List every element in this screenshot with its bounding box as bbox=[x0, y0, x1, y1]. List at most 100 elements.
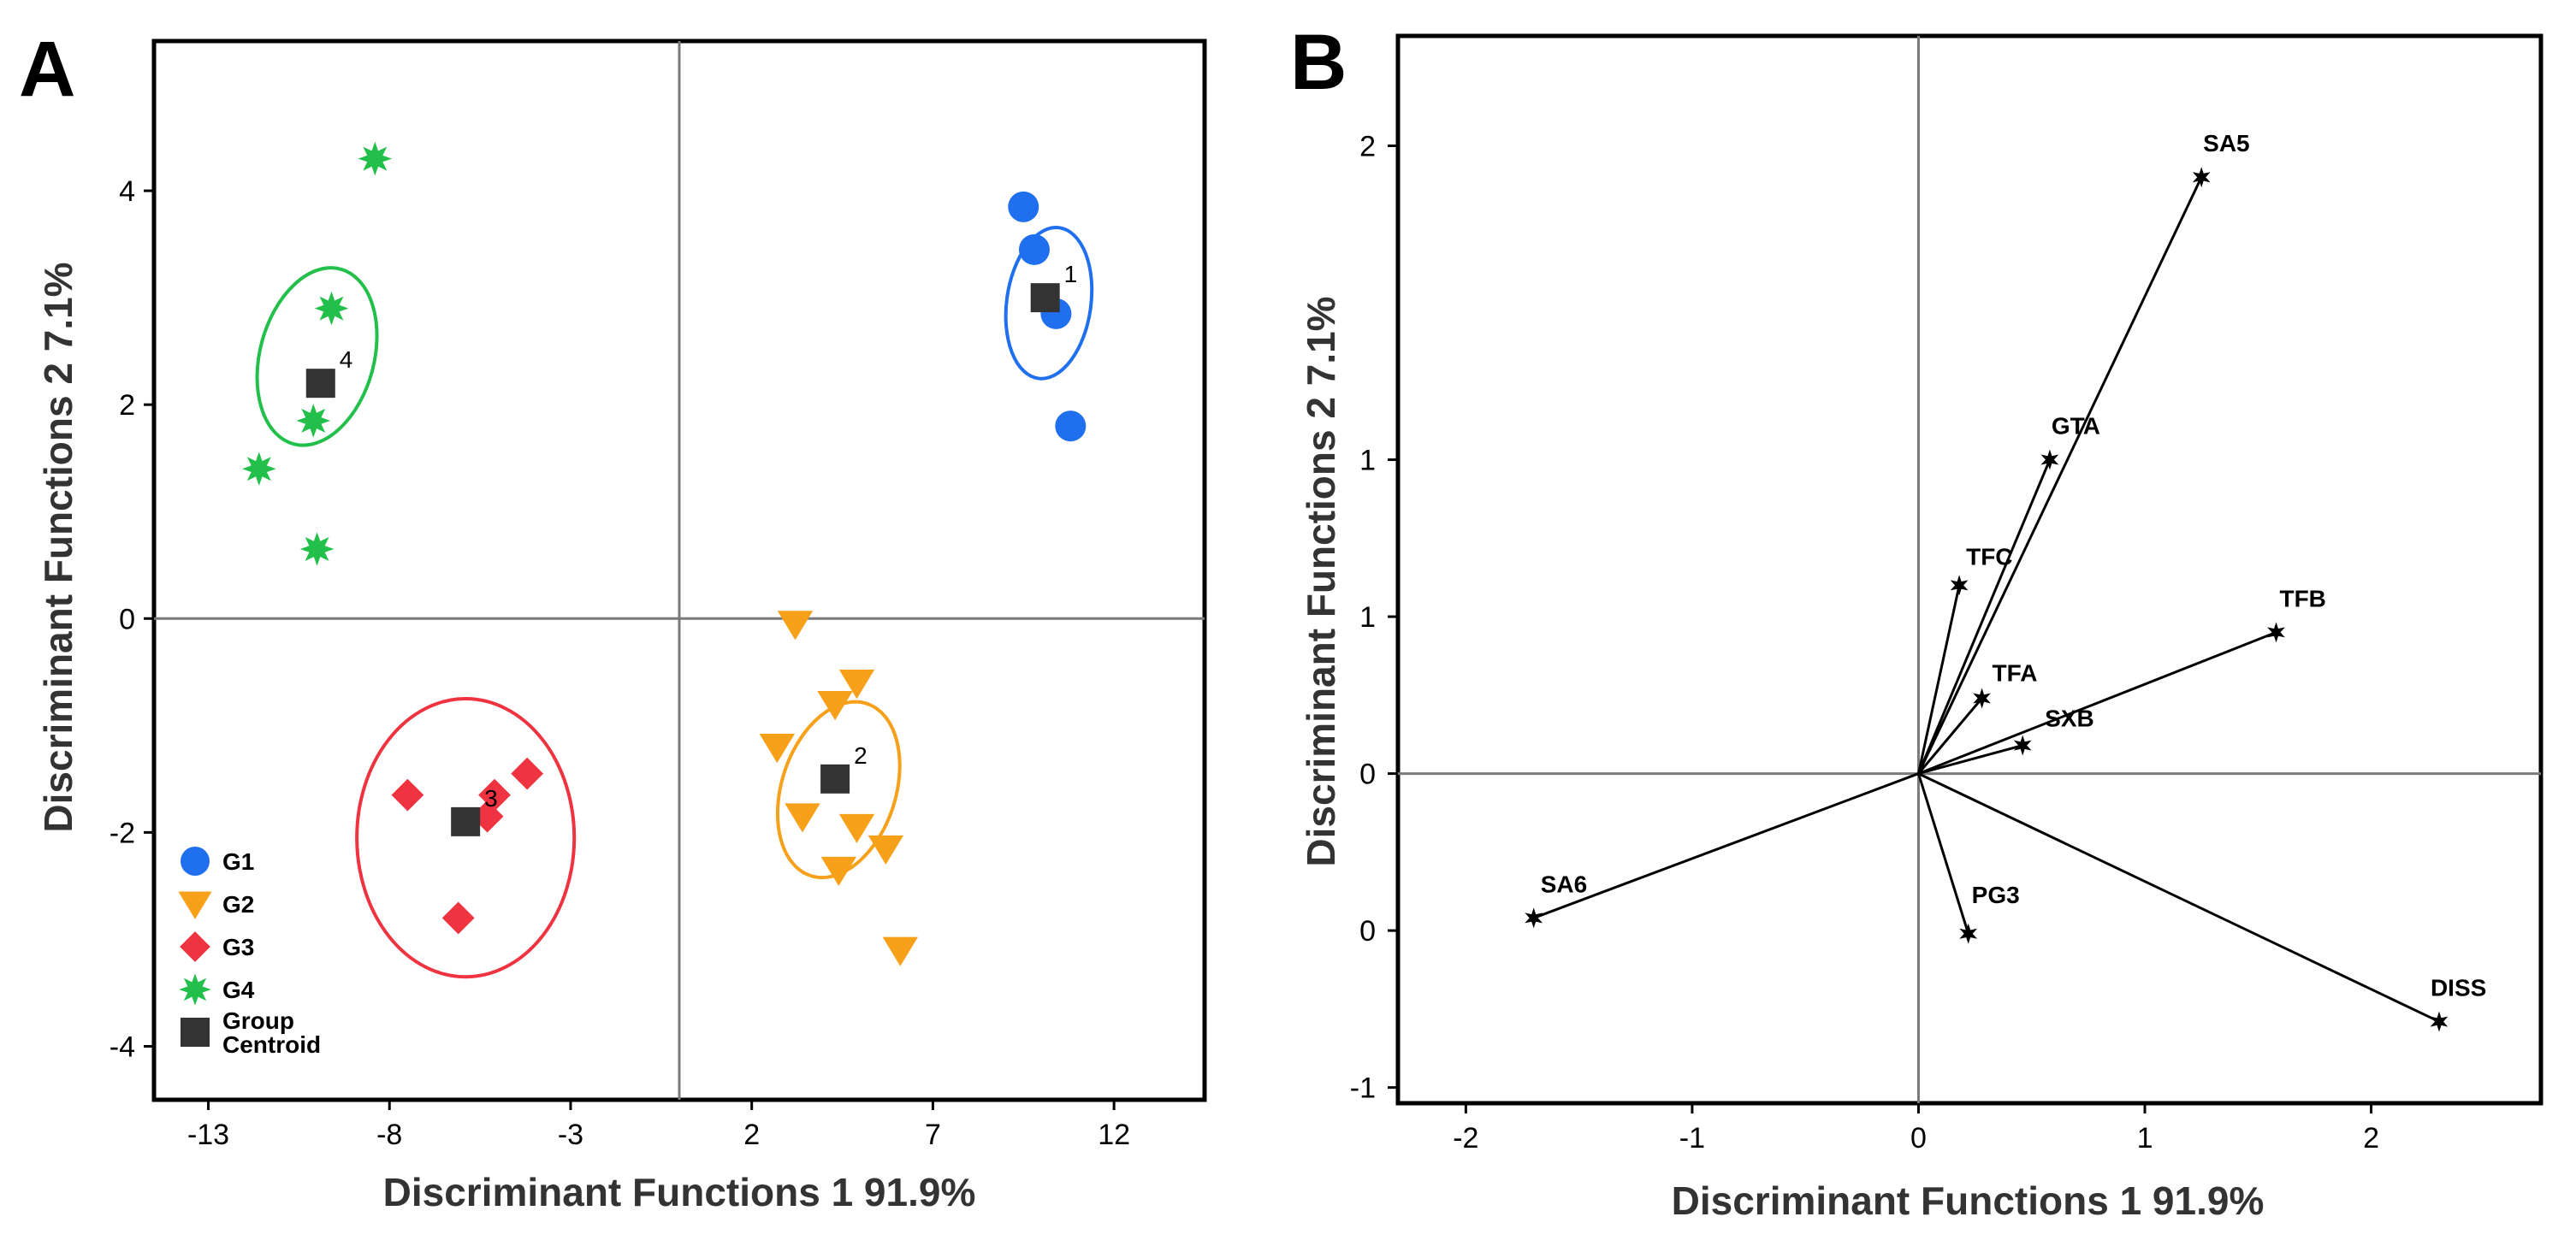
legend-marker-g4 bbox=[179, 973, 211, 1006]
point-g3 bbox=[511, 757, 544, 790]
point-g2 bbox=[777, 611, 814, 641]
ellipse-g4 bbox=[255, 266, 379, 447]
legend-label: Group bbox=[222, 1007, 294, 1034]
panel-b: B -2 -1 0 1 2 2 1 1 0 0 -1 SA5 GTA TFC TFA SXB TFB SA6 PG… bbox=[1290, 19, 2543, 1223]
vector-sa6 bbox=[1533, 772, 1920, 919]
panel-a-y-tick-label: 4 bbox=[119, 175, 135, 208]
point-group-centroid bbox=[451, 806, 481, 836]
panel-a-y-tick-label: -4 bbox=[110, 1031, 135, 1063]
ellipse-g3 bbox=[355, 697, 577, 979]
point-g2 bbox=[882, 936, 919, 966]
vector-label-sxb: SXB bbox=[2045, 706, 2094, 732]
point-g1 bbox=[1018, 233, 1050, 265]
vector-label-sa6: SA6 bbox=[1541, 871, 1587, 897]
point-g2 bbox=[838, 813, 875, 844]
panel-a-x-axis-title: Discriminant Functions 1 91.9% bbox=[383, 1170, 976, 1214]
vector-endpoint-pg3 bbox=[1959, 923, 1978, 944]
point-g2 bbox=[817, 691, 853, 721]
panel-a-x-tick-label: -8 bbox=[376, 1119, 402, 1151]
legend-marker-g3 bbox=[180, 931, 210, 962]
vector-endpoint-gta bbox=[2040, 449, 2059, 470]
vector-label-tfa: TFA bbox=[1993, 659, 2038, 686]
point-group-centroid bbox=[1030, 283, 1060, 313]
point-g4 bbox=[314, 291, 349, 326]
point-group-centroid bbox=[305, 369, 335, 399]
panel-a-y-axis-title: Discriminant Functions 2 7.1% bbox=[36, 262, 80, 832]
legend-label: Centroid bbox=[222, 1031, 321, 1058]
centroid-number-label: 2 bbox=[854, 742, 868, 769]
panel-b-vectors: SA5 GTA TFC TFA SXB TFB SA6 PG3 DISS bbox=[1525, 130, 2486, 1032]
panel-b-y-tick-label: 0 bbox=[1359, 759, 1376, 791]
vector-diss bbox=[1917, 772, 2440, 1023]
panel-b-x-tick-label: 0 bbox=[1910, 1122, 1927, 1155]
panel-a-ellipses bbox=[255, 226, 1094, 979]
point-g2 bbox=[820, 856, 857, 887]
vector-endpoint-sxb bbox=[2013, 735, 2032, 756]
vector-sxb bbox=[1918, 744, 2023, 776]
panel-b-label: B bbox=[1290, 19, 1347, 106]
vector-label-pg3: PG3 bbox=[1972, 882, 2020, 908]
panel-b-y-tick-label: 0 bbox=[1359, 915, 1376, 948]
legend-marker-g1 bbox=[181, 847, 210, 876]
point-g2 bbox=[838, 670, 875, 700]
panel-a-x-tick-label: -13 bbox=[187, 1119, 229, 1151]
vector-pg3 bbox=[1917, 773, 1970, 935]
point-g4 bbox=[296, 404, 331, 438]
panel-b-x-tick-label: -2 bbox=[1453, 1122, 1478, 1155]
panel-a-x-tick-label: 12 bbox=[1098, 1119, 1130, 1151]
point-g1 bbox=[1055, 410, 1087, 442]
vector-label-tfc: TFC bbox=[1966, 543, 2012, 570]
vector-sa5 bbox=[1917, 176, 2203, 775]
panel-b-x-tick-label: 1 bbox=[2137, 1122, 2153, 1155]
vector-label-gta: GTA bbox=[2052, 413, 2100, 440]
point-g2 bbox=[785, 803, 820, 833]
panel-a-points: 1 2 3 4 bbox=[242, 141, 1087, 966]
panel-b-y-tick-label: -1 bbox=[1350, 1072, 1376, 1105]
panel-a-y-tick-label: -2 bbox=[110, 817, 135, 849]
vector-label-diss: DISS bbox=[2431, 975, 2486, 1001]
vector-tfc bbox=[1917, 585, 1961, 774]
legend-label: G1 bbox=[222, 848, 254, 875]
panel-b-y-tick-label: 1 bbox=[1359, 445, 1376, 477]
ellipse-g1 bbox=[1004, 226, 1094, 381]
point-g2 bbox=[759, 734, 796, 764]
vector-endpoint-diss bbox=[2430, 1011, 2449, 1032]
point-g4 bbox=[242, 452, 276, 486]
centroid-number-label: 3 bbox=[484, 785, 498, 812]
panel-b-x-axis-title: Discriminant Functions 1 91.9% bbox=[1672, 1178, 2265, 1223]
legend-marker-g2 bbox=[178, 891, 212, 919]
panel-a-x-tick-label: -3 bbox=[558, 1119, 583, 1151]
panel-a-label: A bbox=[19, 26, 75, 113]
legend-label: G2 bbox=[222, 891, 254, 918]
legend-label: G4 bbox=[222, 977, 255, 1003]
point-g2 bbox=[868, 835, 904, 865]
panel-b-reference-lines bbox=[1398, 36, 2541, 1103]
panel-b-x-tick-label: -1 bbox=[1679, 1122, 1705, 1155]
vector-endpoint-tfb bbox=[2267, 622, 2285, 643]
point-g3 bbox=[391, 778, 424, 812]
point-g3 bbox=[441, 901, 475, 935]
vector-label-sa5: SA5 bbox=[2203, 130, 2249, 157]
point-g4 bbox=[358, 141, 393, 176]
vector-tfb bbox=[1917, 631, 2277, 775]
vector-endpoint-sa6 bbox=[1525, 907, 1543, 929]
ellipse-g2 bbox=[775, 700, 902, 880]
panel-a-y-tick-label: 2 bbox=[119, 389, 135, 422]
panel-b-y-tick-label: 2 bbox=[1359, 130, 1376, 162]
vector-tfa bbox=[1917, 697, 1983, 775]
vector-endpoint-tfa bbox=[1973, 688, 1991, 709]
panel-a-y-tick-label: 0 bbox=[119, 603, 135, 635]
centroid-number-label: 4 bbox=[340, 346, 353, 373]
vector-endpoint-sa5 bbox=[2192, 167, 2211, 188]
panel-b-y-tick-label: 1 bbox=[1359, 601, 1376, 634]
panel-a-x-tick-label: 2 bbox=[743, 1119, 760, 1151]
legend-marker-group-centroid bbox=[181, 1018, 210, 1047]
point-g4 bbox=[299, 532, 335, 566]
centroid-number-label: 1 bbox=[1064, 261, 1078, 287]
point-group-centroid bbox=[820, 764, 850, 794]
panel-b-y-axis-title: Discriminant Functions 2 7.1% bbox=[1299, 296, 1343, 866]
